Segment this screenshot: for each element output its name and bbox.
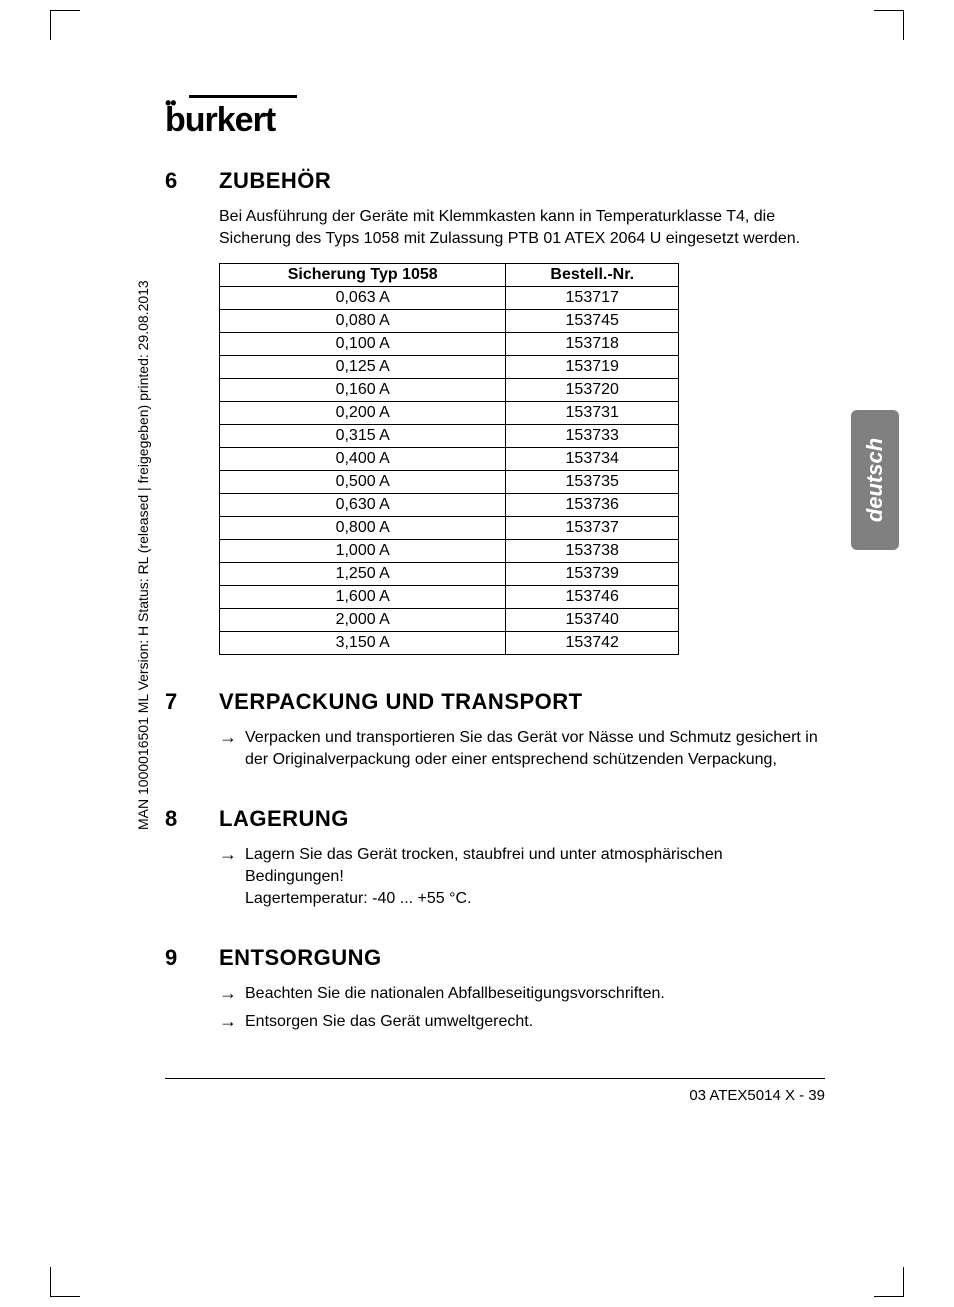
section-title: LAGERUNG <box>219 806 825 832</box>
cell-type: 0,315 A <box>220 425 506 448</box>
cell-order: 153734 <box>506 448 679 471</box>
cell-type: 0,160 A <box>220 379 506 402</box>
cell-order: 153736 <box>506 494 679 517</box>
cell-type: 0,800 A <box>220 517 506 540</box>
bullet-text: Lagern Sie das Gerät trocken, staubfrei … <box>245 844 825 909</box>
arrow-icon: → <box>219 727 237 770</box>
cell-type: 1,600 A <box>220 586 506 609</box>
table-header-row: Sicherung Typ 1058 Bestell.-Nr. <box>220 264 679 287</box>
cell-type: 1,250 A <box>220 563 506 586</box>
page-footer: 03 ATEX5014 X - 39 <box>165 1087 825 1104</box>
cell-order: 153735 <box>506 471 679 494</box>
col-header-type: Sicherung Typ 1058 <box>220 264 506 287</box>
crop-mark <box>50 10 80 40</box>
cell-type: 0,630 A <box>220 494 506 517</box>
section-title: VERPACKUNG UND TRANSPORT <box>219 689 825 715</box>
cell-type: 0,125 A <box>220 356 506 379</box>
table-row: 0,200 A153731 <box>220 402 679 425</box>
cell-order: 153745 <box>506 310 679 333</box>
cell-order: 153717 <box>506 287 679 310</box>
cell-type: 0,100 A <box>220 333 506 356</box>
arrow-icon: → <box>219 983 237 1005</box>
bullet-text: Verpacken und transportieren Sie das Ger… <box>245 727 825 770</box>
cell-order: 153746 <box>506 586 679 609</box>
col-header-order: Bestell.-Nr. <box>506 264 679 287</box>
table-row: 0,400 A153734 <box>220 448 679 471</box>
language-tab-label: deutsch <box>862 438 888 522</box>
cell-type: 1,000 A <box>220 540 506 563</box>
language-tab: deutsch <box>851 410 899 550</box>
table-row: 0,500 A153735 <box>220 471 679 494</box>
cell-order: 153719 <box>506 356 679 379</box>
table-row: 2,000 A153740 <box>220 609 679 632</box>
cell-order: 153731 <box>506 402 679 425</box>
crop-mark <box>50 1267 80 1297</box>
bullet-text: Beachten Sie die nationalen Abfallbeseit… <box>245 983 665 1005</box>
cell-type: 2,000 A <box>220 609 506 632</box>
cell-order: 153742 <box>506 632 679 655</box>
cell-type: 0,080 A <box>220 310 506 333</box>
cell-order: 153738 <box>506 540 679 563</box>
cell-order: 153740 <box>506 609 679 632</box>
cell-order: 153739 <box>506 563 679 586</box>
doc-meta-vertical: MAN 1000016501 ML Version: H Status: RL … <box>135 280 151 830</box>
brand-logo-text: burkert <box>165 101 275 139</box>
fuse-table: Sicherung Typ 1058 Bestell.-Nr. 0,063 A1… <box>219 263 679 655</box>
table-row: 0,100 A153718 <box>220 333 679 356</box>
bullet-text: Entsorgen Sie das Gerät umweltgerecht. <box>245 1011 533 1033</box>
cell-order: 153718 <box>506 333 679 356</box>
cell-order: 153720 <box>506 379 679 402</box>
cell-type: 0,200 A <box>220 402 506 425</box>
table-row: 1,000 A153738 <box>220 540 679 563</box>
cell-order: 153737 <box>506 517 679 540</box>
section-title: ENTSORGUNG <box>219 945 825 971</box>
section-number: 9 <box>165 945 219 1038</box>
table-row: 0,160 A153720 <box>220 379 679 402</box>
section-number: 6 <box>165 168 219 655</box>
section-title: ZUBEHÖR <box>219 168 825 194</box>
cell-type: 0,500 A <box>220 471 506 494</box>
table-row: 1,600 A153746 <box>220 586 679 609</box>
section-number: 8 <box>165 806 219 915</box>
table-row: 3,150 A153742 <box>220 632 679 655</box>
crop-mark <box>874 10 904 40</box>
table-row: 0,063 A153717 <box>220 287 679 310</box>
crop-mark <box>874 1267 904 1297</box>
cell-type: 3,150 A <box>220 632 506 655</box>
table-row: 0,125 A153719 <box>220 356 679 379</box>
table-row: 0,080 A153745 <box>220 310 679 333</box>
section-intro: Bei Ausführung der Geräte mit Klemmkaste… <box>219 206 825 249</box>
table-row: 0,315 A153733 <box>220 425 679 448</box>
section-number: 7 <box>165 689 219 776</box>
table-row: 0,800 A153737 <box>220 517 679 540</box>
arrow-icon: → <box>219 844 237 909</box>
brand-logo: • • burkert <box>165 95 275 140</box>
table-row: 1,250 A153739 <box>220 563 679 586</box>
cell-type: 0,063 A <box>220 287 506 310</box>
cell-order: 153733 <box>506 425 679 448</box>
arrow-icon: → <box>219 1011 237 1033</box>
cell-type: 0,400 A <box>220 448 506 471</box>
table-row: 0,630 A153736 <box>220 494 679 517</box>
footer-rule <box>165 1078 825 1079</box>
